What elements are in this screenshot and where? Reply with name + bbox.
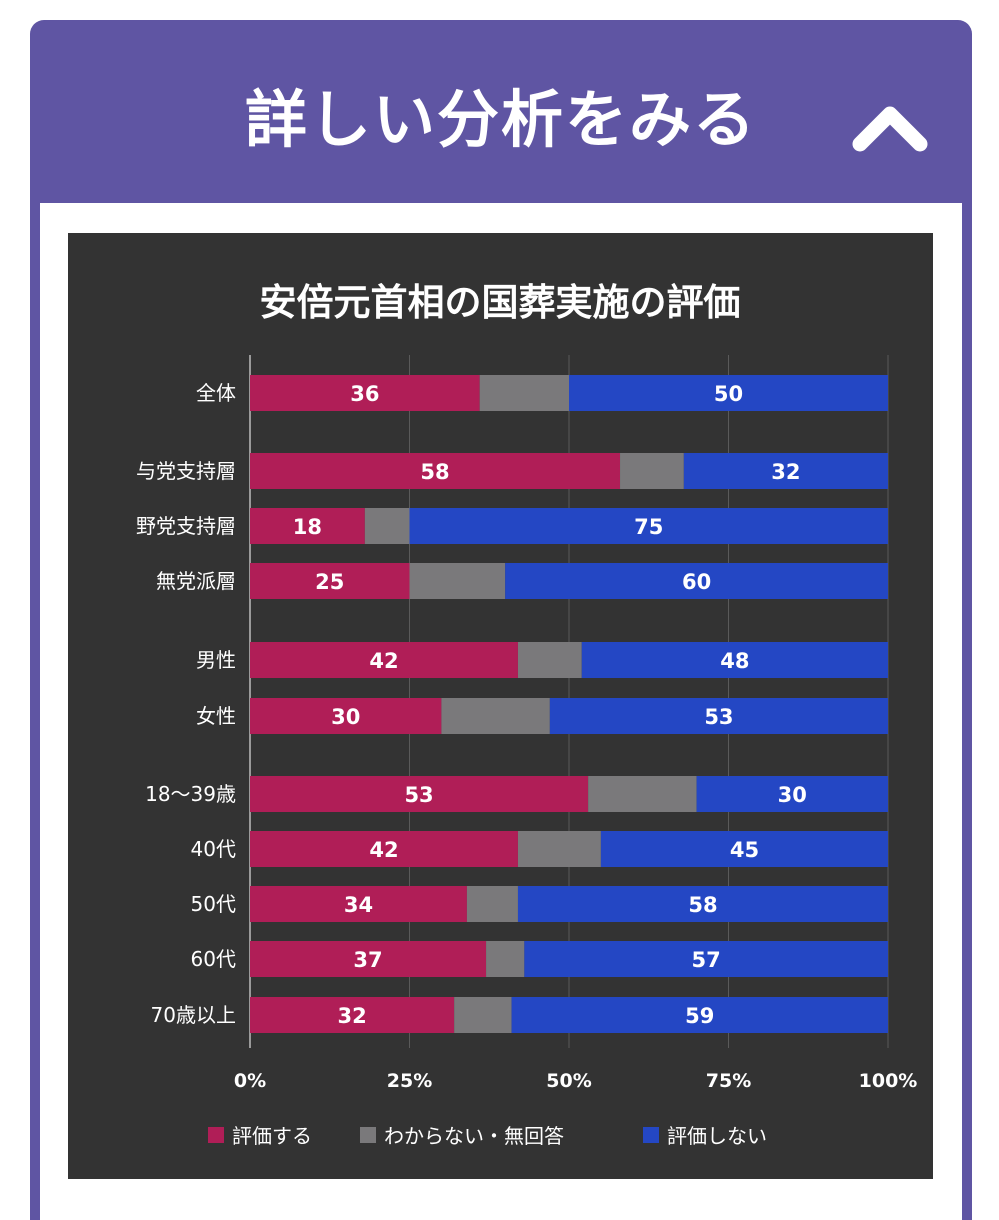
x-tick-label: 75%	[706, 1070, 751, 1092]
legend-label: 評価しない	[667, 1124, 767, 1148]
bar-segment	[250, 831, 518, 867]
category-label: 女性	[196, 704, 236, 728]
bar-segment	[683, 453, 888, 489]
bar-segment	[588, 776, 697, 812]
chart-container: 安倍元首相の国葬実施の評価 0% 25% 50% 75% 100% 全体 36 50 与党支持層 5…	[68, 233, 933, 1179]
legend-label: 評価する	[232, 1124, 312, 1148]
bar-segment	[517, 831, 601, 867]
data-label: 42	[369, 649, 398, 673]
data-label: 25	[315, 570, 344, 594]
data-label: 60	[682, 570, 711, 594]
bar-segment	[505, 563, 888, 599]
bar-segment	[250, 375, 480, 411]
bar-segment	[441, 698, 550, 734]
data-label: 34	[344, 893, 373, 917]
legend-label: わからない・無回答	[384, 1124, 564, 1148]
category-label: 無党派層	[156, 569, 236, 593]
chevron-up-icon[interactable]	[848, 98, 932, 154]
category-label: 70歳以上	[151, 1003, 236, 1027]
bar-segment	[511, 997, 888, 1033]
data-label: 75	[634, 515, 663, 539]
data-label: 53	[404, 783, 433, 807]
bar-segment	[466, 886, 518, 922]
legend-swatch	[208, 1127, 224, 1143]
bar-segment	[454, 997, 512, 1033]
category-label: 野党支持層	[136, 514, 236, 538]
data-label: 37	[353, 948, 382, 972]
data-label: 30	[778, 783, 807, 807]
category-label: 18〜39歳	[145, 782, 236, 806]
accordion-panel: 安倍元首相の国葬実施の評価 0% 25% 50% 75% 100% 全体 36 50 与党支持層 5…	[40, 203, 962, 1220]
bar-segment	[517, 886, 888, 922]
data-label: 36	[350, 382, 379, 406]
x-tick-label: 100%	[859, 1070, 918, 1092]
chart-title: 安倍元首相の国葬実施の評価	[260, 281, 741, 324]
bar-segment	[569, 375, 888, 411]
data-label: 53	[704, 705, 733, 729]
bar-segment	[479, 375, 569, 411]
bar-segment	[250, 453, 621, 489]
accordion-header[interactable]: 詳しい分析をみる	[30, 20, 972, 203]
bar-segment	[620, 453, 684, 489]
legend-swatch	[643, 1127, 659, 1143]
category-label: 男性	[196, 648, 236, 672]
bar-segment	[250, 698, 442, 734]
category-label: 与党支持層	[136, 459, 236, 483]
data-label: 50	[714, 382, 743, 406]
bar-segment	[250, 941, 487, 977]
bar-segment	[250, 642, 518, 678]
bar-segment	[409, 508, 888, 544]
accordion-title: 詳しい分析をみる	[244, 83, 757, 156]
bar-segment	[486, 941, 525, 977]
data-label: 32	[771, 460, 800, 484]
data-label: 30	[331, 705, 360, 729]
bar-segment	[524, 941, 888, 977]
stacked-bar-chart: 安倍元首相の国葬実施の評価 0% 25% 50% 75% 100% 全体 36 50 与党支持層 5…	[136, 281, 918, 1148]
category-label: 40代	[191, 837, 236, 861]
bar-segment	[250, 508, 365, 544]
data-label: 58	[420, 460, 449, 484]
bar-segment	[581, 642, 888, 678]
bar-segment	[696, 776, 888, 812]
bar-segment	[517, 642, 582, 678]
data-label: 48	[720, 649, 749, 673]
bar-segment	[250, 997, 455, 1033]
data-label: 58	[688, 893, 717, 917]
x-tick-label: 25%	[387, 1070, 432, 1092]
analysis-accordion: 詳しい分析をみる 安倍元首相の国葬実施の評価 0% 25% 50% 75% 100% 全体 3…	[30, 20, 972, 1220]
data-label: 42	[369, 838, 398, 862]
data-label: 32	[337, 1004, 366, 1028]
category-label: 50代	[191, 892, 236, 916]
bar-segment	[549, 698, 888, 734]
category-label: 全体	[196, 381, 236, 405]
bar-segment	[364, 508, 410, 544]
bar-segment	[600, 831, 888, 867]
data-label: 59	[685, 1004, 714, 1028]
bar-segment	[409, 563, 506, 599]
bar-segment	[250, 886, 467, 922]
data-label: 45	[730, 838, 759, 862]
bar-segment	[250, 563, 410, 599]
bar-segment	[250, 776, 589, 812]
x-tick-label: 0%	[234, 1070, 266, 1092]
x-tick-label: 50%	[546, 1070, 591, 1092]
legend-swatch	[360, 1127, 376, 1143]
category-label: 60代	[191, 947, 236, 971]
data-label: 18	[293, 515, 322, 539]
data-label: 57	[692, 948, 721, 972]
